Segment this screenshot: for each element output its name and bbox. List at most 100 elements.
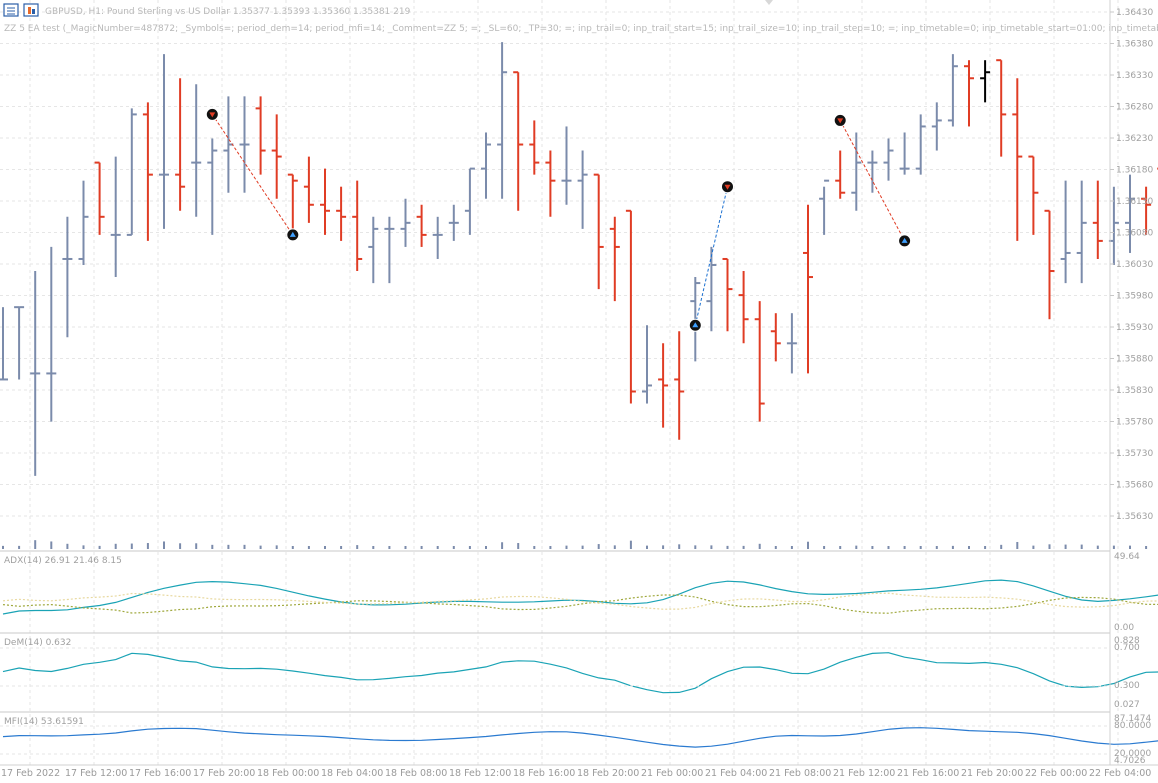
- price-bars: [0, 42, 1158, 476]
- sell-signal-icon: [205, 107, 219, 121]
- time-label: 21 Feb 16:00: [897, 768, 959, 779]
- time-label: 21 Feb 04:00: [705, 768, 767, 779]
- ohlc-bar: [0, 307, 8, 381]
- price-label: 1.35630: [1116, 512, 1153, 522]
- symbol-info-line: GBPUSD, H1: Pound Sterling vs US Dollar …: [45, 7, 411, 17]
- ohlc-bar: [1028, 155, 1039, 235]
- ohlc-bar: [1012, 78, 1023, 241]
- adx-minus-line: [2, 592, 1158, 610]
- price-label: 1.35730: [1116, 449, 1153, 459]
- indicator-lines: [0, 579, 1158, 755]
- mfi-value: 80.0000: [1114, 721, 1151, 731]
- price-axis[interactable]: 1.36430 1.36380 1.36330 1.36280 1.36230 1.361…: [1110, 8, 1153, 522]
- ohlc-bar: [915, 114, 926, 175]
- time-label: 18 Feb 16:00: [513, 768, 575, 779]
- sell-signal-icon: [833, 113, 847, 127]
- ohlc-bar: [432, 216, 443, 259]
- ohlc-bar: [609, 216, 620, 302]
- ohlc-bar: [271, 114, 282, 199]
- shift-marker-icon[interactable]: [765, 0, 773, 5]
- signal-arrow: [692, 322, 699, 328]
- time-label: 21 Feb 20:00: [961, 768, 1023, 779]
- ohlc-bar: [126, 108, 137, 236]
- time-label: 18 Feb 00:00: [257, 768, 319, 779]
- ohlc-bar: [803, 204, 813, 374]
- buy-signal-icon: [286, 228, 300, 242]
- ohlc-bar: [835, 150, 846, 199]
- buy-signal-icon: [898, 234, 912, 248]
- dem-value: 0.300: [1114, 681, 1140, 691]
- ohlc-bar: [14, 306, 25, 380]
- ohlc-bar: [1092, 180, 1103, 259]
- ohlc-bar: [754, 301, 765, 422]
- dem-line: [2, 652, 1158, 694]
- ohlc-bar: [384, 216, 395, 284]
- price-label: 1.36180: [1116, 166, 1153, 176]
- dem-value: 0.700: [1114, 643, 1140, 653]
- sell-signal-icon: [721, 180, 734, 194]
- ohlc-bar: [642, 325, 652, 404]
- trade-signals: [205, 107, 912, 332]
- market-depth-icon: [32, 9, 35, 14]
- time-label: 21 Feb 08:00: [769, 768, 831, 779]
- chart-list-icon[interactable]: [3, 3, 19, 17]
- time-label: 17 Feb 20:00: [193, 768, 255, 779]
- ohlc-bar: [513, 71, 524, 211]
- adx-line: [2, 579, 1158, 615]
- price-label: 1.35930: [1116, 323, 1153, 333]
- time-label: 18 Feb 12:00: [449, 768, 511, 779]
- time-label: 21 Feb 12:00: [833, 768, 895, 779]
- price-label: 1.35780: [1116, 418, 1153, 428]
- ohlc-bar: [593, 173, 604, 290]
- mfi-value: 87.1474: [1114, 714, 1151, 724]
- ohlc-bar: [1044, 209, 1055, 320]
- ohlc-bar: [175, 78, 186, 211]
- price-label: 1.36430: [1116, 8, 1153, 18]
- signal-arrow: [209, 112, 216, 118]
- ohlc-bar: [964, 60, 974, 127]
- ohlc-bar: [883, 138, 894, 181]
- time-label: 18 Feb 04:00: [321, 768, 383, 779]
- time-axis[interactable]: 17 Feb 2022 17 Feb 12:00 17 Feb 16:00 17 Fe…: [1, 768, 1151, 779]
- ohlc-bar: [851, 132, 862, 211]
- price-label: 1.36130: [1116, 197, 1153, 207]
- ohlc-bar: [819, 179, 830, 235]
- ohlc-bar: [947, 54, 958, 127]
- ohlc-bar: [255, 96, 266, 175]
- indicator-axis: 49.64 0.00 0.828 0.700 0.300 0.027 87.14…: [1114, 552, 1151, 766]
- trade-line: [694, 186, 728, 326]
- ohlc-bar: [303, 156, 314, 223]
- ohlc-bar: [706, 246, 717, 332]
- trade-line: [211, 114, 294, 236]
- ohlc-bar: [142, 102, 153, 241]
- ohlc-bar: [94, 161, 105, 235]
- ohlc-bar: [30, 271, 41, 476]
- ohlc-bar: [722, 257, 733, 332]
- ohlc-bar: [400, 198, 411, 247]
- price-label: 1.35680: [1116, 481, 1153, 491]
- ohlc-bar: [110, 156, 121, 278]
- ohlc-bar: [561, 126, 572, 205]
- ohlc-bar: [78, 180, 89, 265]
- ohlc-bar: [416, 204, 427, 247]
- signal-arrow: [724, 184, 731, 190]
- ohlc-bar: [46, 246, 57, 422]
- price-label: 1.35830: [1116, 386, 1153, 396]
- ohlc-bar: [336, 186, 347, 241]
- time-label: 22 Feb 04:00: [1089, 768, 1151, 779]
- ohlc-bar: [239, 96, 250, 193]
- ohlc-bar: [770, 313, 781, 362]
- ohlc-bar: [448, 204, 459, 241]
- mfi-value: 4.7026: [1114, 756, 1146, 766]
- ohlc-bar: [1141, 186, 1152, 235]
- price-label: 1.36230: [1116, 134, 1153, 144]
- time-label: 17 Feb 12:00: [65, 768, 127, 779]
- mfi-label: MFI(14) 53.61591: [4, 717, 84, 727]
- signal-arrow: [837, 118, 844, 124]
- price-label: 1.36330: [1116, 71, 1153, 81]
- adx-label: ADX(14) 26.91 21.46 8.15: [4, 556, 122, 566]
- signal-arrow: [289, 231, 296, 237]
- adx-top-value: 49.64: [1114, 552, 1140, 562]
- dem-label: DeM(14) 0.632: [4, 638, 71, 648]
